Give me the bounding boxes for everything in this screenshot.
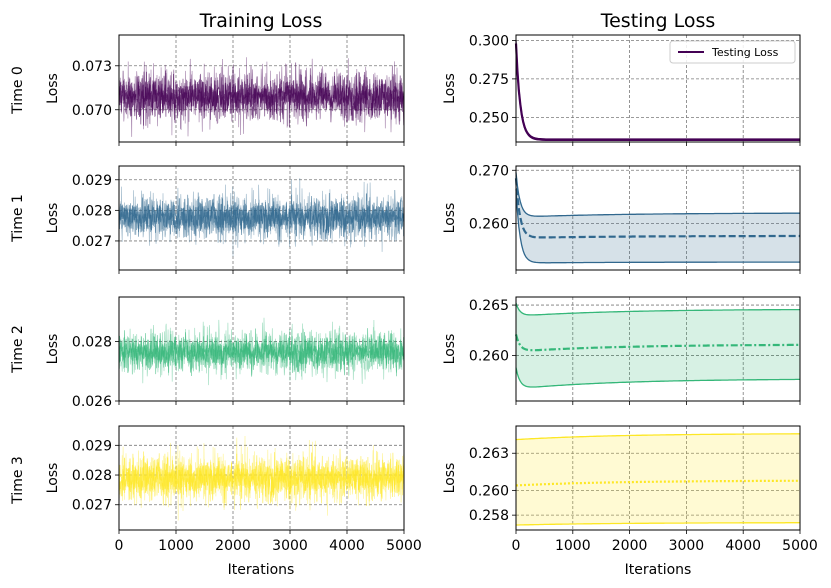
training-time-3-x-tick-label: 4000 <box>329 538 365 554</box>
testing-confidence-band-time-2 <box>516 303 800 387</box>
testing-lower-bound-time-2 <box>515 367 800 388</box>
training-time-0-y-tick-label: 0.070 <box>72 103 112 119</box>
training-time-1-frame <box>118 165 405 271</box>
testing-time-2-y-axis-label: Loss <box>442 334 458 365</box>
training-time-0-y-axis-label: Loss <box>45 73 61 104</box>
testing-time-2-y-tick-label: 0.260 <box>469 349 509 365</box>
training-time-3-y-tick-label: 0.028 <box>72 468 112 484</box>
training-time-3-frame <box>118 425 405 531</box>
x-axis-label-training: Iterations <box>228 562 295 578</box>
testing-mean-line-time-2 <box>514 334 800 352</box>
testing-time-3-y-tick-label: 0.258 <box>469 508 509 524</box>
testing-time-0-frame <box>515 34 801 143</box>
title-training-loss: Training Loss <box>199 10 323 32</box>
testing-time-3-x-tick-label: 5000 <box>782 538 818 554</box>
testing-confidence-band-time-1 <box>516 172 800 263</box>
testing-mean-line-time-0 <box>514 43 800 141</box>
training-time-3-y-tick-label: 0.029 <box>72 438 112 454</box>
testing-lower-bound-time-3 <box>516 522 800 526</box>
training-time-0-y-tick-label: 0.073 <box>72 59 112 75</box>
testing-time-1-y-axis-label: Loss <box>442 203 458 234</box>
testing-time-3-x-tick-label: 3000 <box>669 538 705 554</box>
training-loss-panel-time-0: 0.070 0.073 Loss <box>45 34 405 146</box>
testing-time-1-frame <box>515 165 801 271</box>
testing-confidence-band-time-3 <box>516 433 800 525</box>
training-loss-panel-time-2: 0.026 0.028 Loss <box>45 296 405 410</box>
testing-time-0-y-axis-label: Loss <box>442 73 458 104</box>
training-time-0-frame <box>118 34 405 143</box>
testing-time-3-y-tick-label: 0.263 <box>469 446 509 462</box>
training-loss-series-time-3 <box>119 448 404 508</box>
testing-time-3-frame <box>515 425 801 531</box>
testing-mean-line-time-1 <box>514 178 800 239</box>
testing-loss-panel-time-3: 0 1000 2000 3000 4000 5000 0.258 0.260 0.263 Loss <box>442 425 818 554</box>
testing-mean-line-time-3 <box>516 479 800 487</box>
training-time-3-x-tick-label: 3000 <box>272 538 308 554</box>
training-time-2-y-tick-label: 0.028 <box>72 335 112 351</box>
training-time-3-x-tick-label: 0 <box>115 538 124 554</box>
legend-box <box>669 40 796 64</box>
training-loss-series-time-1 <box>119 189 404 245</box>
training-loss-series-time-1 <box>119 198 404 236</box>
testing-time-0-y-tick-label: 0.275 <box>469 72 509 88</box>
row-label-time-1: Time 1 <box>10 194 26 243</box>
testing-loss-panel-time-2: 0.260 0.265 Loss <box>442 296 801 405</box>
testing-lower-bound-time-1 <box>515 188 800 264</box>
testing-loss-panel-time-1: 0.260 0.270 Loss <box>442 163 801 274</box>
testing-upper-bound-time-1 <box>515 172 800 217</box>
training-time-3-x-tick-label: 2000 <box>215 538 251 554</box>
testing-time-3-x-tick-label: 2000 <box>612 538 648 554</box>
testing-time-3-x-tick-label: 4000 <box>725 538 761 554</box>
testing-loss-panel-time-0: 0.250 0.275 0.300 Loss Testing Loss <box>442 33 801 146</box>
training-time-3-y-tick-label: 0.027 <box>72 498 112 514</box>
legend-label: Testing Loss <box>711 46 779 59</box>
training-loss-panel-time-3: 0 1000 2000 3000 4000 5000 0.027 0.028 0.029 Loss <box>45 425 422 554</box>
testing-time-3-y-axis-label: Loss <box>442 463 458 494</box>
testing-time-0-y-tick-label: 0.300 <box>469 33 509 49</box>
row-label-time-2: Time 2 <box>10 325 26 374</box>
testing-upper-bound-time-2 <box>515 302 800 316</box>
training-loss-series-time-0 <box>119 73 404 119</box>
training-time-3-x-tick-label: 5000 <box>386 538 422 554</box>
training-time-1-y-tick-label: 0.028 <box>72 203 112 219</box>
training-loss-panel-time-1: 0.027 0.028 0.029 Loss <box>45 165 405 274</box>
testing-time-2-y-tick-label: 0.265 <box>469 298 509 314</box>
testing-time-2-frame <box>515 296 801 402</box>
training-time-2-y-tick-label: 0.026 <box>72 394 112 410</box>
row-label-time-0: Time 0 <box>10 66 26 115</box>
training-time-1-y-axis-label: Loss <box>45 203 61 234</box>
training-loss-series-time-3 <box>119 457 404 498</box>
training-time-2-frame <box>118 296 405 402</box>
testing-time-1-y-tick-label: 0.260 <box>469 217 509 233</box>
testing-time-3-y-tick-label: 0.260 <box>469 483 509 499</box>
training-loss-series-time-2 <box>119 333 404 371</box>
testing-time-3-x-tick-label: 1000 <box>555 538 591 554</box>
training-time-1-y-tick-label: 0.029 <box>72 173 112 189</box>
row-label-time-3: Time 3 <box>10 456 26 505</box>
testing-upper-bound-time-3 <box>515 433 800 441</box>
title-testing-loss: Testing Loss <box>600 10 716 32</box>
testing-time-1-y-tick-label: 0.270 <box>469 163 509 179</box>
testing-time-3-x-tick-label: 0 <box>512 538 521 554</box>
testing-time-0-y-tick-label: 0.250 <box>469 110 509 126</box>
subplot-grid: 0.070 0.073 Loss 0.250 0.275 0.300 Loss Testing… <box>45 33 818 554</box>
training-time-3-y-axis-label: Loss <box>45 463 61 494</box>
legend: Testing Loss <box>669 40 796 64</box>
x-axis-label-testing: Iterations <box>625 562 692 578</box>
training-time-1-y-tick-label: 0.027 <box>72 234 112 250</box>
training-time-2-y-axis-label: Loss <box>45 334 61 365</box>
training-time-3-x-tick-label: 1000 <box>158 538 194 554</box>
